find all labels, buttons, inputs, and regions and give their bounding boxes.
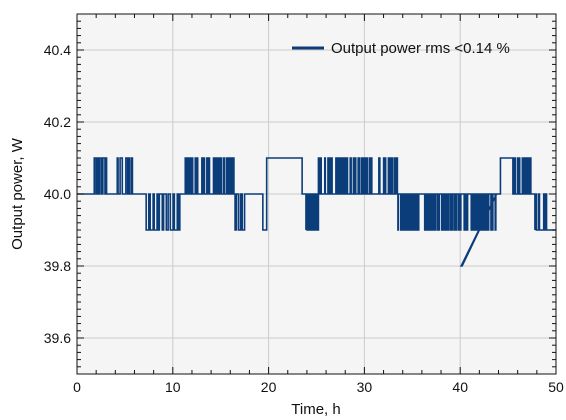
x-tick-label: 10 [165, 379, 181, 395]
legend: Output power rms <0.14 % [292, 40, 510, 57]
legend-label: Output power rms <0.14 % [331, 40, 510, 57]
ticks [76, 13, 557, 375]
x-axis-label: Time, h [291, 401, 340, 418]
y-tick-label: 39.8 [44, 258, 71, 274]
x-tick-label: 50 [548, 379, 564, 395]
series-line-output-power [77, 157, 556, 267]
y-tick-label: 40.4 [44, 42, 71, 58]
tick-labels: 0 10 20 30 40 50 39.6 39.8 40.0 40.2 40.4 [44, 42, 564, 395]
y-tick-label: 39.6 [44, 330, 71, 346]
y-tick-label: 40.0 [44, 186, 71, 202]
y-tick-label: 40.2 [44, 114, 71, 130]
series-group [77, 157, 556, 267]
x-tick-label: 30 [357, 379, 373, 395]
x-tick-label: 40 [452, 379, 468, 395]
y-axis-label: Output power, W [9, 137, 26, 250]
x-tick-label: 0 [73, 379, 81, 395]
x-tick-label: 20 [261, 379, 277, 395]
